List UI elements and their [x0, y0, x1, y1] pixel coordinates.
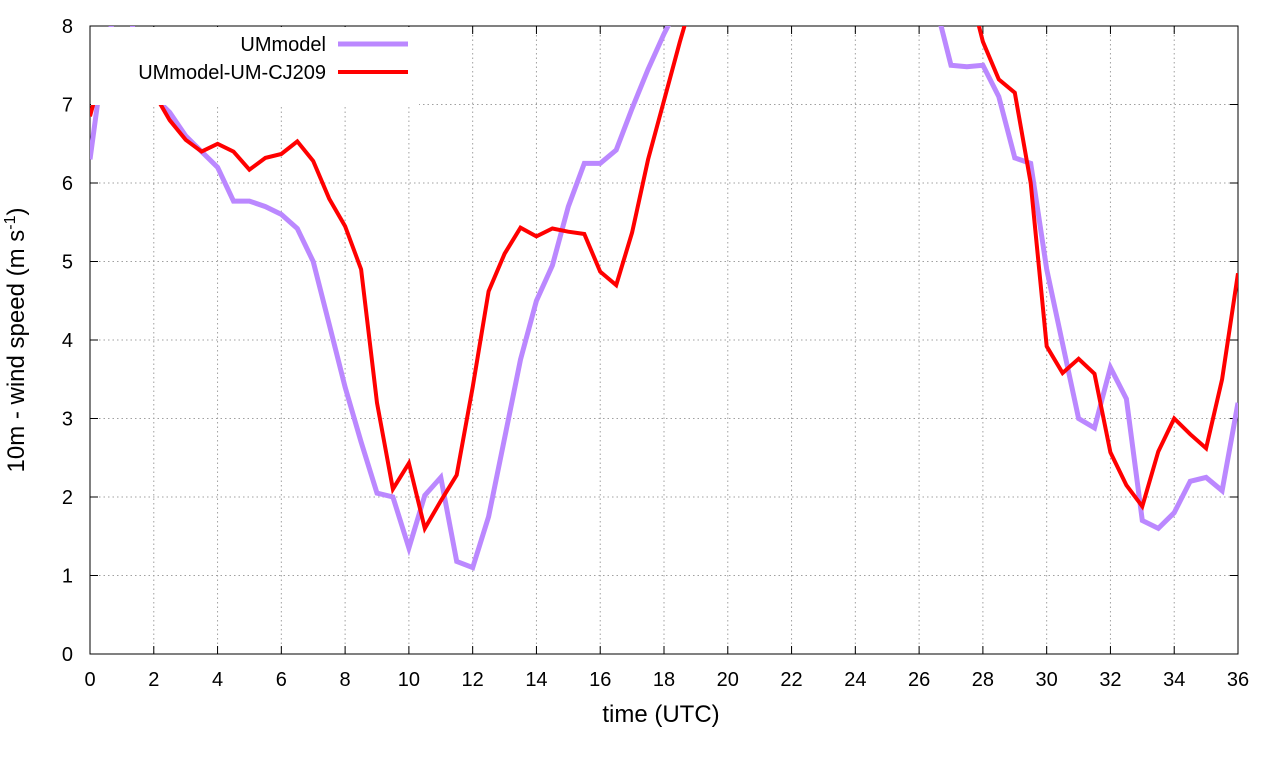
x-tick-label: 34: [1163, 669, 1185, 691]
legend: UMmodel UMmodel-UM-CJ209: [91, 27, 419, 105]
x-tick-label: 14: [525, 669, 547, 691]
y-axis-label: 10m - wind speed (m s-1): [2, 208, 30, 473]
x-tick-label: 20: [717, 669, 739, 691]
tick-labels: 0 2 4 6 8 10 12 14 16 18 20 22 24 26 28 30 32 34 360123456…: [62, 16, 1249, 691]
x-tick-label: 0: [84, 669, 95, 691]
legend-label-2: UMmodel-UM-CJ209: [138, 62, 326, 84]
x-tick-label: 28: [972, 669, 994, 691]
y-tick-label: 4: [62, 330, 73, 352]
series-line-2: [90, 26, 1238, 534]
series-lines: [90, 26, 1238, 571]
x-tick-label: 24: [844, 669, 866, 691]
x-tick-label: 12: [462, 669, 484, 691]
x-tick-label: 26: [908, 669, 930, 691]
x-tick-label: 2: [148, 669, 159, 691]
x-tick-label: 36: [1227, 669, 1249, 691]
x-tick-label: 30: [1036, 669, 1058, 691]
x-tick-label: 6: [276, 669, 287, 691]
y-tick-label: 8: [62, 16, 73, 38]
y-tick-label: 2: [62, 487, 73, 509]
grid: [90, 26, 1238, 654]
x-tick-label: 10: [398, 669, 420, 691]
legend-label-1: UMmodel: [240, 34, 326, 56]
y-tick-label: 3: [62, 409, 73, 431]
y-axis-label-main: 10m - wind speed (m s: [3, 230, 30, 473]
y-tick-label: 7: [62, 95, 73, 117]
y-tick-label: 5: [62, 252, 73, 274]
y-axis-label-sup: -1: [2, 215, 19, 229]
y-axis-label-close: ): [3, 208, 30, 216]
x-tick-label: 4: [212, 669, 223, 691]
x-tick-label: 22: [780, 669, 802, 691]
series-line-1: [90, 26, 1238, 571]
x-tick-label: 16: [589, 669, 611, 691]
y-tick-label: 1: [62, 566, 73, 588]
x-axis-label: time (UTC): [602, 701, 719, 728]
x-tick-label: 8: [340, 669, 351, 691]
x-tick-label: 32: [1099, 669, 1121, 691]
x-tick-label: 18: [653, 669, 675, 691]
y-tick-label: 6: [62, 173, 73, 195]
legend-background: [91, 27, 419, 105]
y-tick-label: 0: [62, 644, 73, 666]
